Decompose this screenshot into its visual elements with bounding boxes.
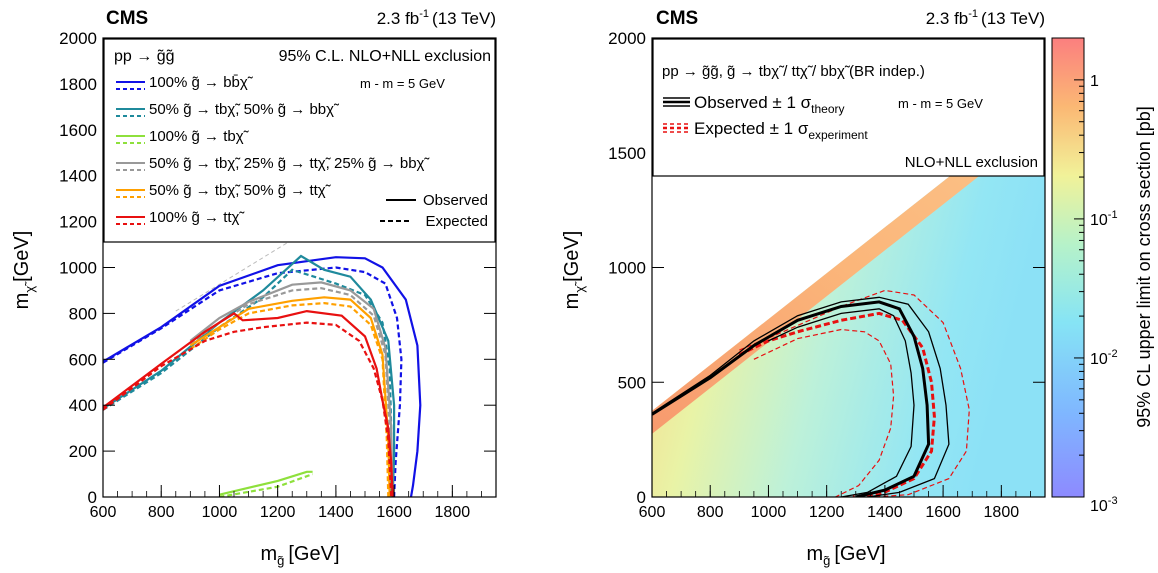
expected-contour-1: [103, 268, 393, 497]
right-legend-box: [652, 38, 1045, 177]
left-axes: 600 800 1000 1200 1400 1600 1800 0 200 400 600 800 1…: [59, 29, 497, 521]
left-x-tick-label: 1400: [318, 504, 354, 521]
right-x-tick-label: 1000: [751, 504, 787, 521]
right-y-tick-label: 1000: [608, 259, 646, 278]
legend-entry-label: 50% g̃ → tbχ̃, 50% g̃ → bbχ̃: [149, 101, 340, 118]
legend-entry-label: 100% g̃ → tbχ̃: [149, 128, 250, 145]
left-y-tick-label: 0: [88, 488, 97, 507]
left-x-tick-label: 1600: [376, 504, 412, 521]
legend-entry-label: 50% g̃ → tbχ̃, 25% g̃ → ttχ̃, 25% g̃ → b…: [149, 155, 430, 172]
right-x-axis-title: mg̃ [GeV]: [806, 543, 885, 568]
expected-contour-0: [103, 266, 403, 497]
color-bar-axis: 10-3 10-2 10-1 1: [1074, 37, 1118, 515]
color-bar-title: 95% CL upper limit on cross section [pb]: [1134, 106, 1154, 428]
left-y-axis-title: mχ̃[GeV]: [11, 231, 37, 310]
left-x-tick-label: 1200: [260, 504, 296, 521]
legend-entry-label: 50% g̃ → tbχ̃, 50% g̃ → ttχ̃: [149, 182, 332, 199]
right-legend: pp → g̃g̃, g̃ → tbχ̃ / ttχ̃ / bbχ̃ (BR i…: [652, 38, 1045, 177]
left-y-tick-label: 200: [69, 442, 97, 461]
legend-expected-label: Expected: [425, 213, 488, 230]
observed-contour-5: [103, 309, 394, 497]
cms-label-left: CMS: [106, 8, 148, 29]
right-x-tick-label: 600: [639, 504, 666, 521]
cms-label-right: CMS: [656, 8, 698, 29]
left-x-axis-title: mg̃ [GeV]: [260, 543, 339, 568]
observed-contour-4: [189, 296, 391, 497]
right-legend-observed: Observed ± 1 σtheory: [694, 93, 845, 116]
left-legend-entries: 100% g̃ → bb̄χ̃ 50% g̃ → tbχ̃, 50% g̃ → b…: [116, 74, 430, 226]
lumi-label-right: 2.3 fb-1 (13 TeV): [926, 8, 1045, 28]
right-y-axis-title: mχ̃[GeV]: [561, 231, 587, 310]
left-y-tick-label: 2000: [59, 29, 97, 48]
left-legend-exclusion: 95% C.L. NLO+NLL exclusion: [279, 48, 491, 65]
expected-contour-3: [189, 287, 393, 497]
legend-entry-label: 100% g̃ → ttχ̃: [149, 209, 245, 226]
right-legend-mass-note: m - m = 5 GeV: [898, 96, 983, 111]
left-x-tick-label: 1000: [202, 504, 238, 521]
contour-observed: [652, 300, 931, 497]
right-axes: 600 800 1000 1200 1400 1600 1800 0 500 1000 1500 20…: [608, 29, 1046, 521]
right-x-tick-label: 800: [697, 504, 724, 521]
right-y-tick-label: 500: [618, 373, 646, 392]
observed-contour-1: [103, 254, 396, 497]
left-y-tick-label: 1200: [59, 213, 97, 232]
left-chart: CMS 2.3 fb-1 (13 TeV) 600 800 1000 1200 1400 1…: [11, 8, 497, 568]
left-legend-process: pp → g̃g̃: [114, 48, 174, 65]
right-x-tick-label: 1400: [867, 504, 903, 521]
contour-observed-down: [768, 308, 915, 497]
left-x-tick-label: 600: [90, 504, 117, 521]
legend-entry-label: 100% g̃ → bb̄χ̃: [149, 74, 254, 91]
left-y-tick-label: 800: [69, 304, 97, 323]
right-chart: CMS 2.3 fb-1 (13 TeV) 600 800 1000 1200 1400 1…: [561, 8, 1154, 568]
left-y-tick-label: 1600: [59, 121, 97, 140]
color-bar: [1051, 37, 1085, 498]
observed-contour-3: [189, 281, 394, 497]
right-legend-exclusion: NLO+NLL exclusion: [905, 154, 1038, 171]
color-bar-tick-label: 10-1: [1090, 209, 1118, 229]
observed-contour-0: [103, 256, 422, 497]
left-y-tick-label: 1000: [59, 259, 97, 278]
left-y-tick-label: 400: [69, 396, 97, 415]
contour-expected: [738, 311, 936, 497]
right-y-tick-label: 2000: [608, 29, 646, 48]
expected-contour-2: [219, 473, 313, 497]
left-y-tick-label: 1800: [59, 75, 97, 94]
diagonal-reference-line: [175, 230, 308, 312]
color-bar-tick-label: 1: [1090, 73, 1099, 90]
right-legend-expected: Expected ± 1 σexperiment: [694, 119, 868, 142]
lumi-label-left: 2.3 fb-1 (13 TeV): [377, 8, 496, 28]
left-curves: [103, 230, 422, 497]
left-y-tick-label: 1400: [59, 167, 97, 186]
left-y-tick-label: 600: [69, 350, 97, 369]
right-x-tick-label: 1800: [984, 504, 1020, 521]
left-legend: pp → g̃g̃ 95% C.L. NLO+NLL exclusion m -…: [103, 38, 496, 243]
contour-observed-up: [652, 296, 950, 497]
observed-contour-2: [219, 470, 313, 496]
right-x-tick-label: 1600: [925, 504, 961, 521]
legend-observed-label: Observed: [423, 192, 488, 209]
color-bar-tick-label: 10-2: [1090, 348, 1118, 368]
expected-contour-5: [103, 321, 393, 497]
color-bar-tick-label: 10-3: [1090, 495, 1118, 515]
right-curves: [652, 289, 970, 497]
left-x-tick-label: 1800: [435, 504, 471, 521]
contour-expected-down: [753, 328, 895, 497]
right-legend-process: pp → g̃g̃, g̃ → tbχ̃ / ttχ̃ / bbχ̃ (BR i…: [662, 63, 925, 80]
right-y-tick-label: 1500: [608, 144, 646, 163]
left-x-tick-label: 800: [148, 504, 175, 521]
left-legend-box: [103, 38, 496, 243]
right-y-tick-label: 0: [637, 488, 646, 507]
left-legend-mass-note: m - m = 5 GeV: [360, 76, 445, 91]
right-x-tick-label: 1200: [809, 504, 845, 521]
